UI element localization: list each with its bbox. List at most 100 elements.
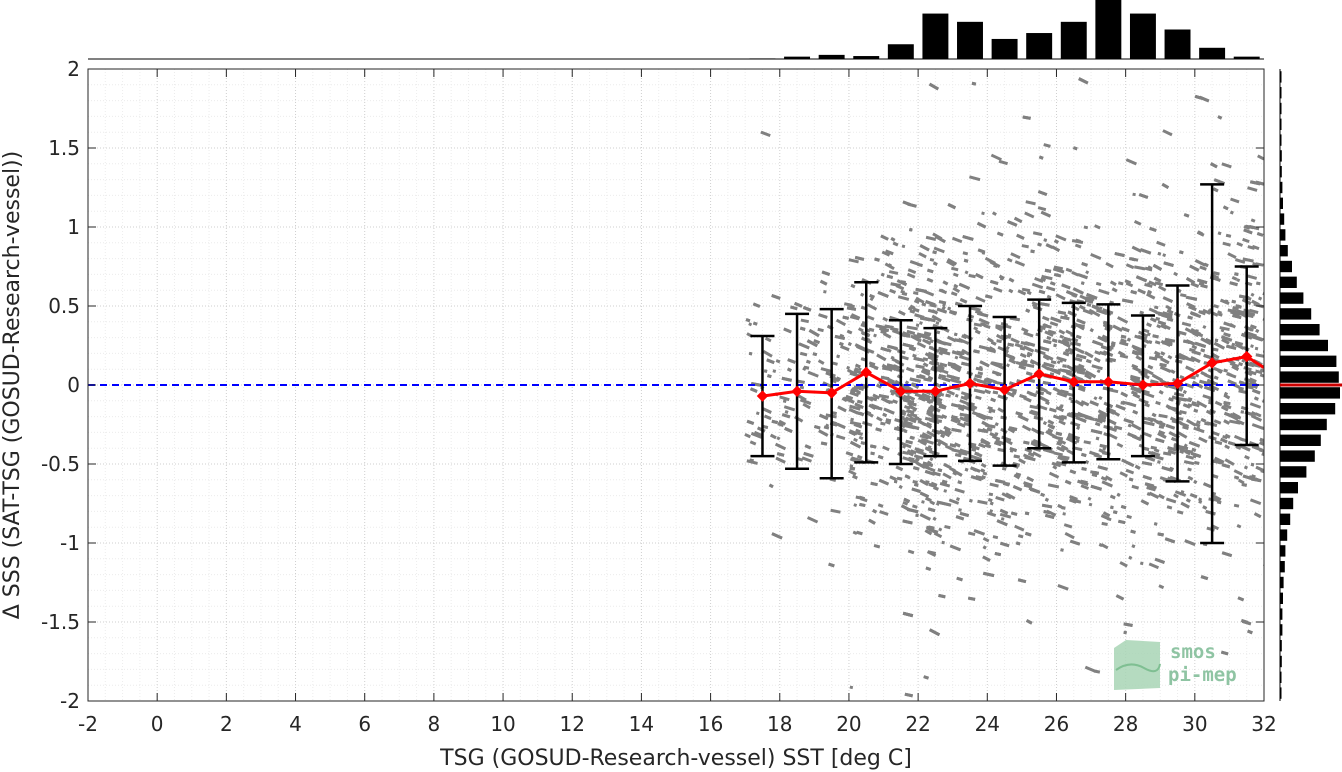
scatter-point bbox=[1024, 211, 1035, 219]
scatter-point bbox=[1050, 360, 1057, 365]
scatter-point bbox=[1143, 420, 1155, 427]
scatter-point bbox=[1190, 451, 1202, 458]
scatter-point bbox=[1001, 466, 1007, 471]
scatter-point bbox=[1053, 414, 1065, 422]
scatter-point bbox=[1155, 437, 1165, 444]
scatter-point bbox=[1167, 446, 1177, 452]
scatter-point bbox=[1127, 423, 1132, 428]
x-tick-label: 20 bbox=[836, 712, 861, 736]
scatter-point bbox=[970, 454, 982, 461]
scatter-point bbox=[1049, 367, 1061, 375]
scatter-point bbox=[1123, 418, 1134, 425]
scatter-point bbox=[1148, 307, 1158, 314]
top-histogram-bar bbox=[957, 21, 983, 59]
scatter-point bbox=[924, 465, 936, 473]
scatter-point bbox=[848, 303, 855, 309]
scatter-point bbox=[796, 393, 807, 402]
scatter-point bbox=[1250, 292, 1255, 297]
scatter-point bbox=[1119, 471, 1128, 478]
scatter-point bbox=[937, 442, 942, 447]
scatter-point bbox=[1017, 534, 1024, 539]
scatter-point bbox=[936, 401, 947, 409]
scatter-point bbox=[848, 430, 857, 437]
scatter-point bbox=[1180, 397, 1187, 402]
scatter-point bbox=[1189, 264, 1200, 272]
scatter-point bbox=[803, 365, 810, 370]
scatter-point bbox=[1146, 292, 1156, 300]
scatter-point bbox=[1117, 316, 1129, 324]
scatter-point bbox=[927, 507, 936, 513]
scatter-point bbox=[1259, 368, 1264, 375]
scatter-point bbox=[1083, 225, 1089, 230]
scatter-point bbox=[1044, 268, 1052, 273]
mean-marker bbox=[1137, 379, 1149, 391]
scatter-point bbox=[950, 378, 962, 385]
scatter-point bbox=[957, 421, 966, 428]
scatter-point bbox=[912, 407, 917, 412]
scatter-point bbox=[1212, 347, 1219, 352]
scatter-point bbox=[1116, 442, 1124, 448]
scatter-point bbox=[1021, 244, 1029, 249]
scatter-point bbox=[1000, 517, 1005, 521]
scatter-point bbox=[897, 295, 910, 301]
scatter-point bbox=[1202, 505, 1208, 510]
scatter-point bbox=[1242, 257, 1254, 263]
scatter-point bbox=[881, 250, 891, 257]
scatter-point bbox=[1062, 351, 1070, 357]
scatter-point bbox=[1187, 475, 1194, 481]
scatter-point bbox=[940, 340, 952, 347]
right-histogram-bar bbox=[1280, 102, 1282, 115]
scatter-point bbox=[1013, 216, 1023, 224]
scatter-point bbox=[876, 353, 887, 362]
scatter-point bbox=[950, 414, 960, 422]
scatter-point bbox=[917, 419, 926, 426]
scatter-point bbox=[929, 628, 941, 637]
scatter-point bbox=[995, 371, 1002, 377]
scatter-point bbox=[1025, 619, 1033, 625]
scatter-point bbox=[786, 367, 792, 372]
scatter-point bbox=[846, 329, 853, 335]
scatter-point bbox=[1153, 522, 1158, 526]
scatter-point bbox=[920, 369, 931, 376]
scatter-point bbox=[1017, 414, 1029, 422]
scatter-point bbox=[1214, 440, 1223, 446]
scatter-point bbox=[1200, 575, 1209, 581]
x-tick-label: 14 bbox=[629, 712, 654, 736]
right-histogram-bar bbox=[1280, 245, 1288, 257]
scatter-point bbox=[1080, 400, 1090, 407]
scatter-point bbox=[918, 373, 926, 379]
scatter-point bbox=[958, 508, 962, 512]
scatter-point bbox=[943, 489, 948, 493]
scatter-point bbox=[1134, 464, 1141, 470]
x-tick-labels: -2 0 2 4 6 8 10 12 14 16 18 20 22 24 26 28 30 32 bbox=[78, 712, 1277, 736]
scatter-point bbox=[956, 497, 960, 501]
scatter-point bbox=[968, 273, 976, 279]
scatter-point bbox=[1041, 274, 1053, 281]
scatter-point bbox=[1152, 334, 1159, 339]
scatter-point bbox=[749, 440, 757, 446]
scatter-point bbox=[1263, 376, 1264, 382]
scatter-point bbox=[1194, 341, 1207, 349]
scatter-point bbox=[1237, 478, 1245, 485]
scatter-point bbox=[850, 388, 856, 394]
scatter-point bbox=[1093, 396, 1098, 401]
scatter-point bbox=[955, 515, 965, 521]
scatter-point bbox=[783, 327, 792, 334]
scatter-point bbox=[976, 221, 987, 229]
scatter-point bbox=[1125, 158, 1137, 166]
scatter-point bbox=[1101, 521, 1108, 526]
mean-marker bbox=[1068, 376, 1080, 388]
scatter-point bbox=[1152, 263, 1163, 271]
scatter-point bbox=[1100, 514, 1110, 521]
scatter-point bbox=[1045, 390, 1052, 396]
scatter-point bbox=[1032, 231, 1043, 237]
scatter-point bbox=[1185, 295, 1198, 301]
scatter-point bbox=[1252, 388, 1261, 395]
scatter-point bbox=[848, 469, 857, 476]
right-histogram-bar bbox=[1280, 260, 1292, 273]
scatter-point bbox=[954, 393, 959, 398]
scatter-point bbox=[1192, 331, 1200, 338]
scatter-point bbox=[818, 429, 829, 437]
scatter-point bbox=[998, 274, 1005, 280]
scatter-point bbox=[1075, 353, 1087, 360]
